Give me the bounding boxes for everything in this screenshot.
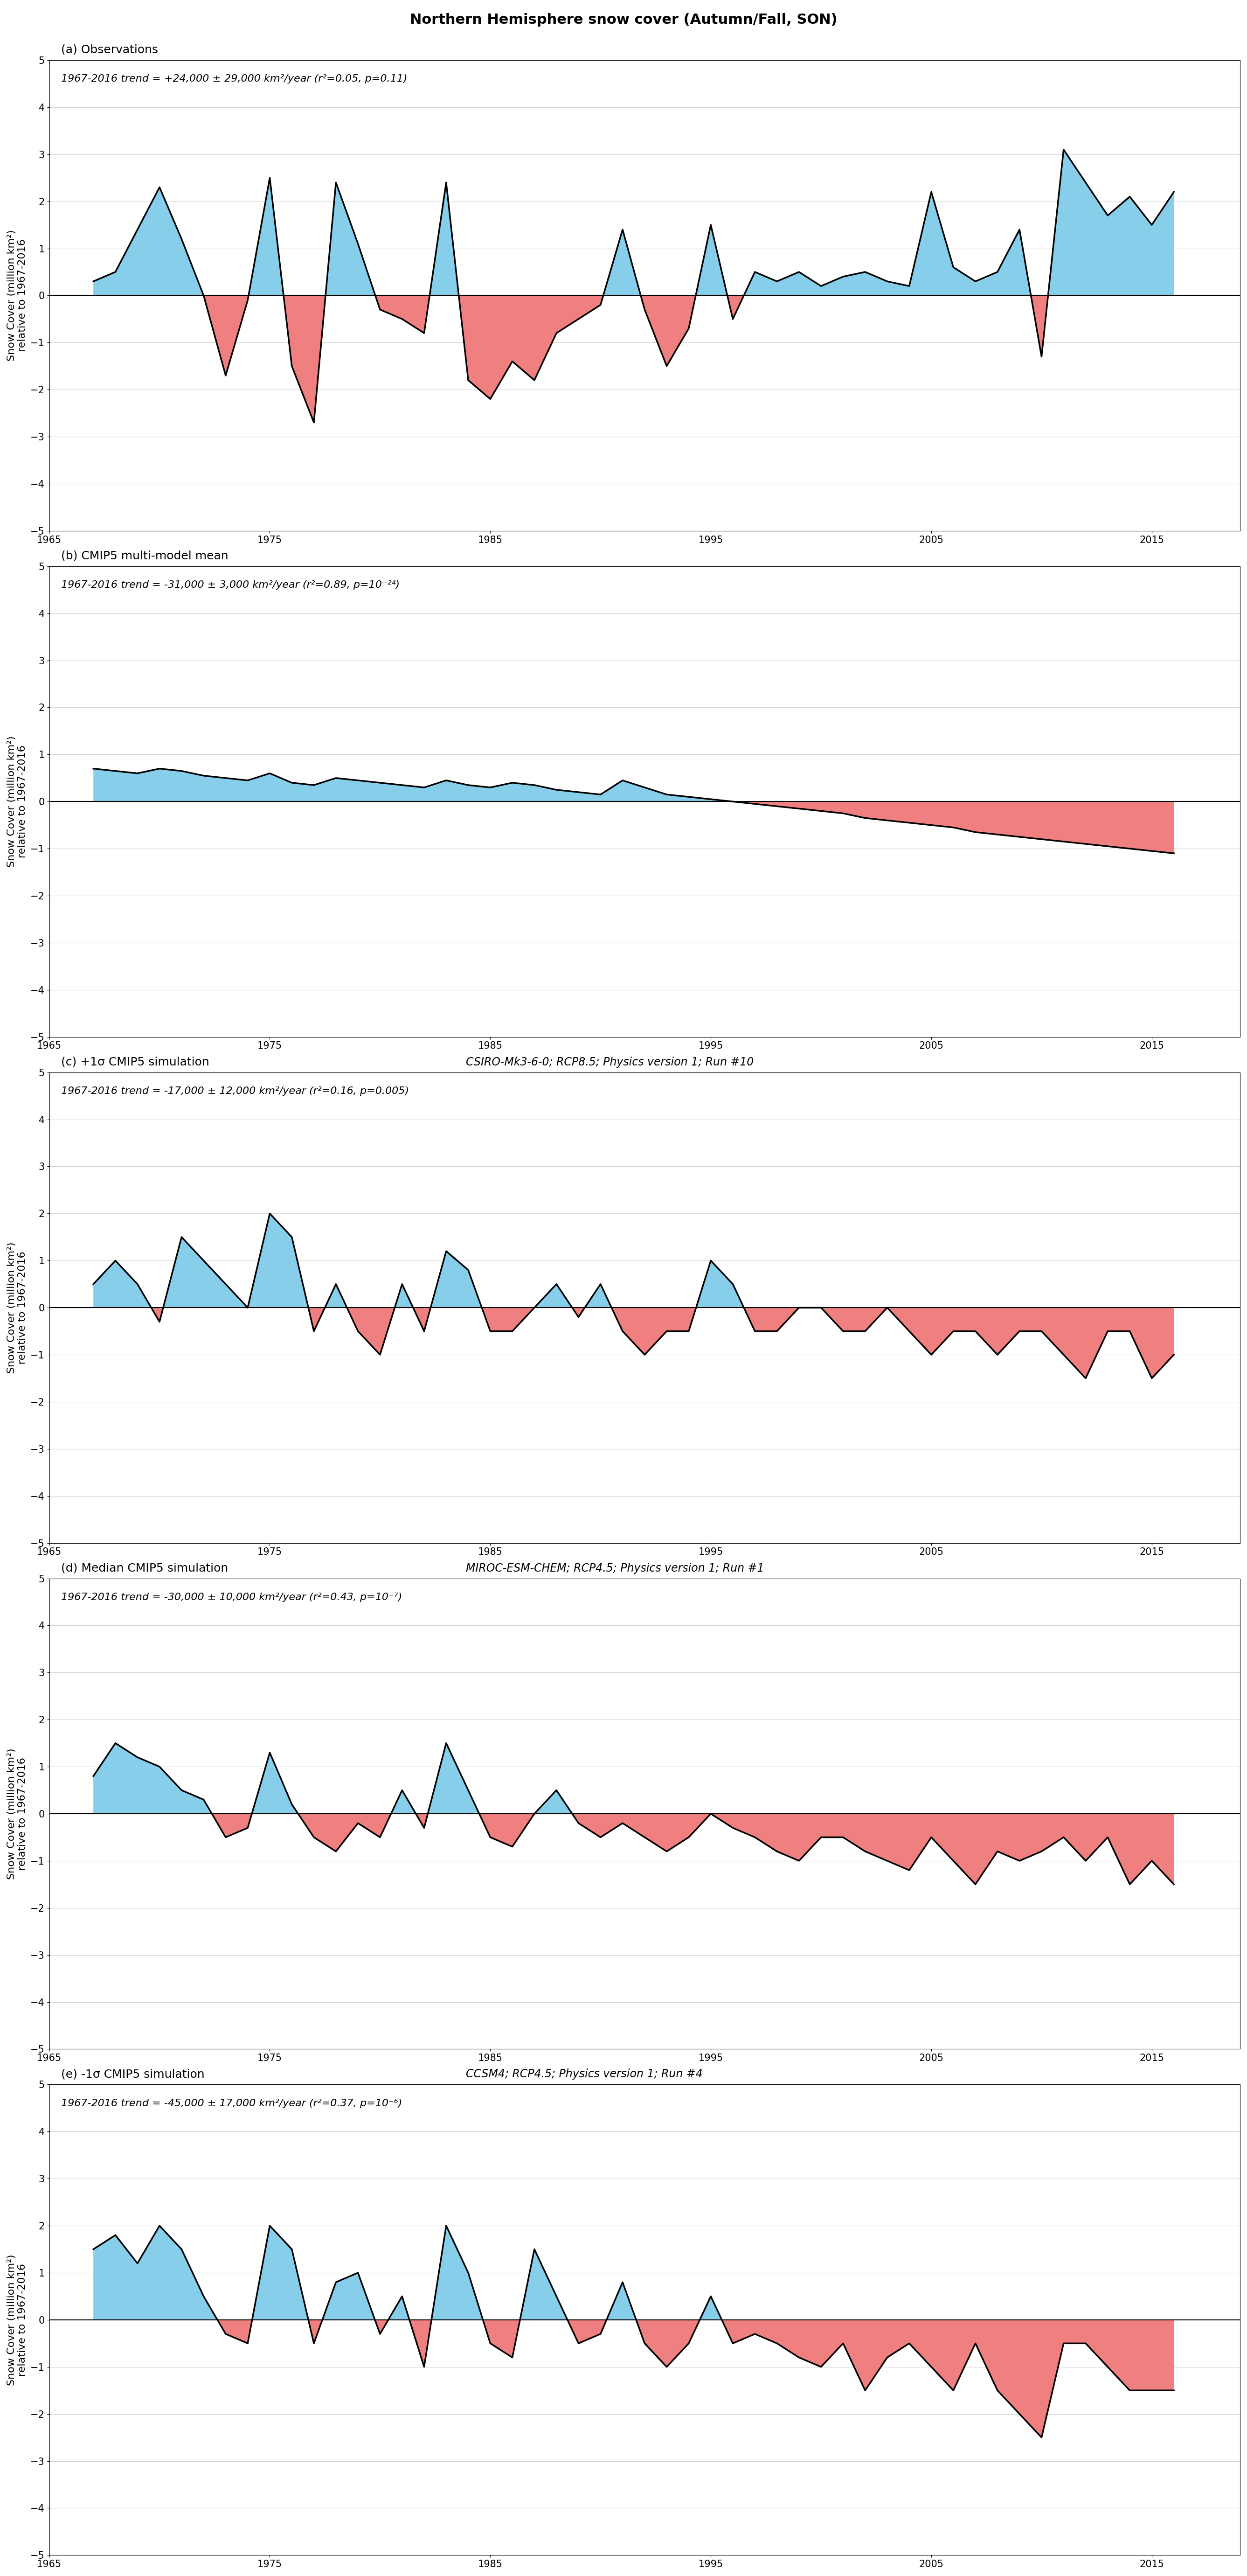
Y-axis label: Snow Cover (million km²)
relative to 1967-2016: Snow Cover (million km²) relative to 196… [7,229,27,361]
Text: 1967-2016 trend = -17,000 ± 12,000 km²/year (r²=0.16, p=0.005): 1967-2016 trend = -17,000 ± 12,000 km²/y… [61,1087,409,1095]
Y-axis label: Snow Cover (million km²)
relative to 1967-2016: Snow Cover (million km²) relative to 196… [7,1242,27,1373]
Text: (b) CMIP5 multi-model mean: (b) CMIP5 multi-model mean [61,551,228,562]
Text: CCSM4; RCP4.5; Physics version 1; Run #4: CCSM4; RCP4.5; Physics version 1; Run #4 [466,2069,703,2079]
Text: MIROC-ESM-CHEM; RCP4.5; Physics version 1; Run #1: MIROC-ESM-CHEM; RCP4.5; Physics version … [466,1564,764,1574]
Text: (c) +1σ CMIP5 simulation: (c) +1σ CMIP5 simulation [61,1056,209,1066]
Text: (a) Observations: (a) Observations [61,44,158,57]
Y-axis label: Snow Cover (million km²)
relative to 1967-2016: Snow Cover (million km²) relative to 196… [7,1749,27,1880]
Y-axis label: Snow Cover (million km²)
relative to 1967-2016: Snow Cover (million km²) relative to 196… [7,2254,27,2385]
Text: 1967-2016 trend = -30,000 ± 10,000 km²/year (r²=0.43, p=10⁻⁷): 1967-2016 trend = -30,000 ± 10,000 km²/y… [61,1592,403,1602]
Text: 1967-2016 trend = -31,000 ± 3,000 km²/year (r²=0.89, p=10⁻²⁴): 1967-2016 trend = -31,000 ± 3,000 km²/ye… [61,580,400,590]
Text: CSIRO-Mk3-6-0; RCP8.5; Physics version 1; Run #10: CSIRO-Mk3-6-0; RCP8.5; Physics version 1… [466,1056,754,1066]
Text: 1967-2016 trend = +24,000 ± 29,000 km²/year (r²=0.05, p=0.11): 1967-2016 trend = +24,000 ± 29,000 km²/y… [61,75,408,82]
Text: (e) -1σ CMIP5 simulation: (e) -1σ CMIP5 simulation [61,2069,205,2079]
Text: (d) Median CMIP5 simulation: (d) Median CMIP5 simulation [61,1564,228,1574]
Text: Northern Hemisphere snow cover (Autumn/Fall, SON): Northern Hemisphere snow cover (Autumn/F… [410,13,837,26]
Y-axis label: Snow Cover (million km²)
relative to 1967-2016: Snow Cover (million km²) relative to 196… [7,737,27,868]
Text: 1967-2016 trend = -45,000 ± 17,000 km²/year (r²=0.37, p=10⁻⁶): 1967-2016 trend = -45,000 ± 17,000 km²/y… [61,2099,403,2107]
